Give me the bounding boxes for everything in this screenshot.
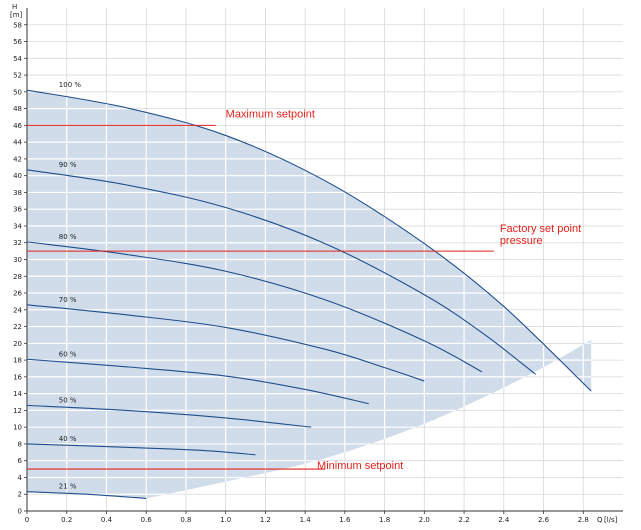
x-tick-label: 2.6 [538, 516, 550, 524]
y-tick-label: 44 [13, 139, 22, 147]
y-tick-label: 40 [13, 172, 22, 180]
x-tick-label: 0.8 [180, 516, 191, 524]
curve-label-60-pct: 60 % [59, 350, 77, 358]
x-axis-label: Q [597, 516, 603, 524]
y-tick-label: 4 [18, 474, 23, 482]
curve-60-pct [26, 358, 369, 405]
y-tick-label: 48 [13, 105, 22, 113]
curve-label-21-pct: 21 % [59, 483, 77, 491]
y-tick-label: 0 [18, 508, 22, 516]
curve-50-pct [26, 404, 312, 428]
x-tick-label: 0.6 [141, 516, 153, 524]
y-tick-label: 2 [18, 491, 22, 499]
setpoint-lines: Maximum setpoint Factory set point pressur… [27, 108, 581, 472]
y-tick-label: 12 [13, 407, 22, 415]
curve-21-pct [26, 491, 147, 499]
y-axis-unit: [m] [10, 11, 23, 19]
y-tick-label: 54 [13, 55, 22, 63]
curve-label-90-pct: 90 % [59, 161, 77, 169]
x-tick-label: 1.6 [339, 516, 351, 524]
y-tick-label: 52 [13, 72, 22, 80]
x-tick-label: 0 [25, 516, 29, 524]
curve-label-80-pct: 80 % [59, 233, 77, 241]
curve-40-pct [26, 443, 256, 456]
curve-80-pct [26, 241, 483, 373]
speed-curves: 100 % 90 % 80 % 70 % 60 % 50 % 40 % 21 % [26, 81, 592, 499]
curve-label-100-pct: 100 % [59, 81, 82, 89]
y-tick-label: 20 [13, 340, 22, 348]
curve-label-40-pct: 40 % [59, 435, 77, 443]
y-tick-label: 6 [18, 457, 23, 465]
x-tick-label: 2.4 [498, 516, 510, 524]
y-tick-label: 58 [13, 21, 22, 29]
x-tick-label: 1.2 [260, 516, 271, 524]
y-tick-label: 56 [13, 38, 22, 46]
y-tick-label: 26 [13, 290, 22, 298]
y-tick-label: 18 [13, 357, 22, 365]
x-tick-label: 1.0 [220, 516, 231, 524]
curve-label-70-pct: 70 % [59, 296, 77, 304]
y-tick-label: 36 [13, 206, 22, 214]
y-tick-label: 28 [13, 273, 22, 281]
x-tick-label: 0.2 [61, 516, 72, 524]
y-tick-label: 16 [13, 373, 22, 381]
setpoint-label-2: Minimum setpoint [317, 460, 403, 472]
x-tick-label: 2.2 [458, 516, 469, 524]
y-tick-label: 22 [13, 323, 22, 331]
x-tick-label: 0.4 [101, 516, 113, 524]
y-tick-label: 8 [18, 440, 22, 448]
x-axis-unit: [l/s] [604, 516, 618, 524]
y-tick-label: 24 [13, 306, 22, 314]
y-tick-label: 42 [13, 155, 22, 163]
curve-90-pct [26, 169, 536, 375]
y-tick-label: 10 [13, 424, 22, 432]
y-tick-label: 46 [13, 122, 22, 130]
curve-100-pct [26, 89, 592, 392]
y-tick-label: 30 [13, 256, 22, 264]
y-tick-label: 34 [13, 222, 22, 230]
setpoint-label-1: Factory set point pressure [500, 223, 581, 247]
setpoint-label-0: Maximum setpoint [226, 108, 315, 120]
x-tick-label: 1.8 [379, 516, 390, 524]
x-tick-label: 2.0 [419, 516, 430, 524]
y-tick-label: 32 [13, 239, 22, 247]
y-tick-label: 50 [13, 88, 22, 96]
curve-label-50-pct: 50 % [59, 396, 77, 404]
curve-70-pct [26, 304, 425, 382]
y-axis-label: H [12, 3, 17, 11]
x-tick-label: 1.4 [300, 516, 312, 524]
y-tick-label: 38 [13, 189, 22, 197]
tick-labels: 0 0.2 0.4 0.6 0.8 1.0 1.2 1.4 1.6 1.8 2.0 2.2 2.4 2.6… [13, 21, 589, 524]
y-tick-label: 14 [13, 390, 22, 398]
x-tick-label: 2.8 [578, 516, 589, 524]
